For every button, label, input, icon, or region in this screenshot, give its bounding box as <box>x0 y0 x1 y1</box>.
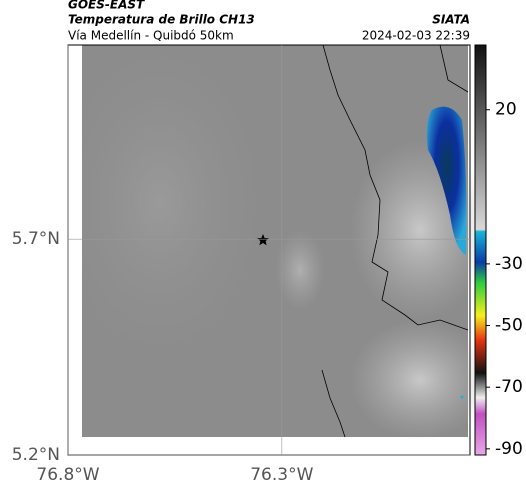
x-tick-label: 76.3°W <box>250 465 313 485</box>
title: GOES-EAST <box>68 0 145 12</box>
y-tick-label: 5.2°N <box>12 445 60 465</box>
region: Vía Medellín - Quibdó 50km <box>68 29 234 43</box>
colorbar-tick-label: -90 <box>495 439 523 459</box>
colorbar-tick-label: -50 <box>495 316 523 336</box>
x-tick-label: 76.8°W <box>36 465 99 485</box>
colorbar-tick-label: -30 <box>495 254 523 274</box>
source: SIATA <box>432 13 470 27</box>
imagery <box>82 44 490 440</box>
colorbar <box>474 44 487 456</box>
colorbar-tick-label: 20 <box>495 100 517 120</box>
subtitle: Temperatura de Brillo CH13 <box>68 13 255 27</box>
timestamp: 2024-02-03 22:39 <box>362 29 470 43</box>
y-tick-label: 5.7°N <box>12 229 60 249</box>
colorbar-tick-label: -70 <box>495 377 523 397</box>
